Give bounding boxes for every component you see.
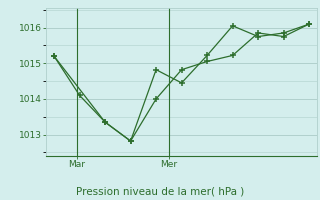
Text: Pression niveau de la mer( hPa ): Pression niveau de la mer( hPa ) [76,186,244,196]
